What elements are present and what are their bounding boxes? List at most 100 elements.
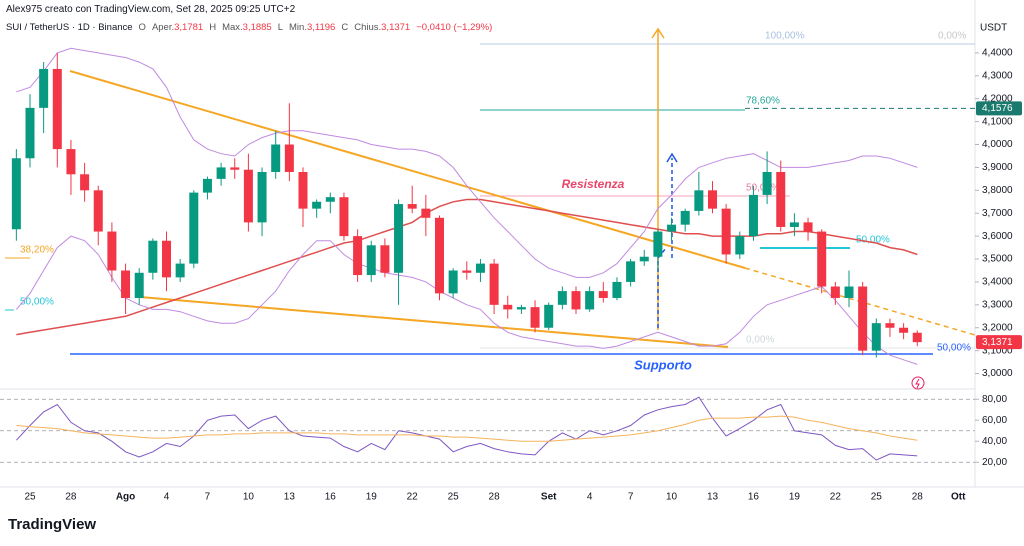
candle-body	[175, 263, 185, 278]
candle-body	[230, 167, 240, 170]
x-tick-label: Set	[541, 492, 557, 503]
symbol: SUI / TetherUS · 1D · Binance	[6, 22, 133, 33]
fib-label: 78,60%	[746, 96, 780, 107]
x-tick-label: 7	[628, 492, 634, 503]
ohlc-value: 3,1371	[381, 22, 411, 33]
candle-body	[653, 231, 663, 257]
fib-label: 100,00%	[765, 31, 805, 42]
candle-body	[107, 231, 117, 271]
candle-body	[284, 144, 294, 172]
candle-body	[680, 210, 690, 225]
y-tick-label: 3,6000	[982, 231, 1013, 242]
y-tick-label: 3,5000	[982, 254, 1013, 265]
y-tick-label: 3,4000	[982, 277, 1013, 288]
candle-body	[557, 291, 567, 305]
candle-body	[503, 304, 513, 310]
candle-body	[530, 307, 540, 328]
candle-body	[394, 204, 404, 273]
price-tag-label: 3,1371	[982, 337, 1013, 348]
ohlc-value: 3,1781	[174, 22, 204, 33]
ohlc-letter: O	[138, 22, 146, 33]
alert-icon-bolt	[915, 378, 920, 389]
candle-body	[448, 270, 458, 294]
x-tick-label: 19	[366, 492, 378, 503]
author-line: Alex975 creato con TradingView.com, Set …	[6, 4, 296, 15]
fib-label: 0,00%	[746, 335, 774, 346]
candle-body	[871, 323, 881, 351]
y-tick-label: 20,00	[982, 457, 1007, 468]
candle-body	[325, 197, 335, 202]
candle-body	[380, 245, 390, 273]
candle-body	[25, 107, 35, 159]
ohlc-letter: L	[277, 22, 284, 33]
candle-body	[366, 245, 376, 276]
candle-body	[52, 68, 62, 150]
alert-icon[interactable]	[911, 376, 925, 390]
candle-body	[735, 236, 745, 255]
y-tick-label: 3,2000	[982, 322, 1013, 333]
trend-line	[69, 70, 746, 269]
candle-body	[667, 224, 677, 232]
fib-label: 50,00%	[20, 297, 54, 308]
candle-body	[748, 194, 758, 237]
candle-body	[435, 217, 444, 294]
x-tick-label: 4	[587, 492, 593, 503]
candle-body	[544, 304, 554, 328]
candle-body	[80, 174, 90, 191]
x-tick-label: 25	[871, 492, 883, 503]
candle-body	[830, 286, 840, 298]
candle-body	[148, 240, 158, 273]
candle-body	[339, 197, 349, 237]
candle-body	[216, 167, 226, 179]
candle-body	[571, 291, 581, 310]
price-tag-label: 4,1576	[982, 103, 1013, 114]
ohlc-value: 3,1196	[306, 22, 336, 33]
x-tick-label: 10	[243, 492, 255, 503]
candle-body	[202, 178, 212, 193]
brand-logo: TradingView	[8, 516, 97, 533]
x-tick-label: 28	[489, 492, 501, 503]
oscillator-line	[16, 396, 918, 461]
ohlc-key: Aper.	[151, 22, 175, 33]
candle-body	[721, 208, 731, 255]
candle-body	[353, 236, 363, 276]
y-tick-label: 4,2000	[982, 93, 1013, 104]
trend-line	[139, 296, 729, 348]
x-tick-label: 22	[830, 492, 842, 503]
y-tick-label: 3,9000	[982, 162, 1013, 173]
candle-body	[844, 286, 854, 298]
price-tag	[976, 335, 1022, 350]
x-tick-label: 22	[407, 492, 419, 503]
candle-body	[257, 172, 267, 223]
x-tick-label: Ago	[116, 492, 135, 503]
candle-body	[489, 263, 499, 305]
support-label: Supporto	[634, 357, 692, 372]
candle-body	[817, 231, 827, 287]
candle-body	[626, 261, 636, 282]
candle-body	[639, 256, 649, 262]
y-tick-label: 80,00	[982, 394, 1007, 405]
y-tick-label: 4,4000	[982, 48, 1013, 59]
ohlc-key: Min.	[289, 22, 307, 33]
candle-body	[93, 190, 103, 232]
candle-body	[899, 327, 909, 333]
ohlc-value: 3,1885	[242, 22, 272, 33]
candle-body	[762, 172, 772, 195]
candle-body	[312, 201, 322, 209]
y-tick-label: 40,00	[982, 436, 1007, 447]
arrow-head	[651, 27, 665, 39]
candle-body	[134, 272, 144, 298]
ohlc-letter: C	[341, 22, 349, 33]
x-tick-label: 7	[205, 492, 211, 503]
candle-body	[421, 208, 431, 218]
drawings	[5, 27, 976, 390]
candle-body	[789, 222, 799, 227]
candle-body	[407, 204, 417, 209]
candle-body	[189, 192, 199, 264]
x-tick-label: 25	[24, 492, 36, 503]
y-tick-label: 4,0000	[982, 139, 1013, 150]
y-tick-label: 4,3000	[982, 70, 1013, 81]
candle-body	[776, 172, 786, 227]
